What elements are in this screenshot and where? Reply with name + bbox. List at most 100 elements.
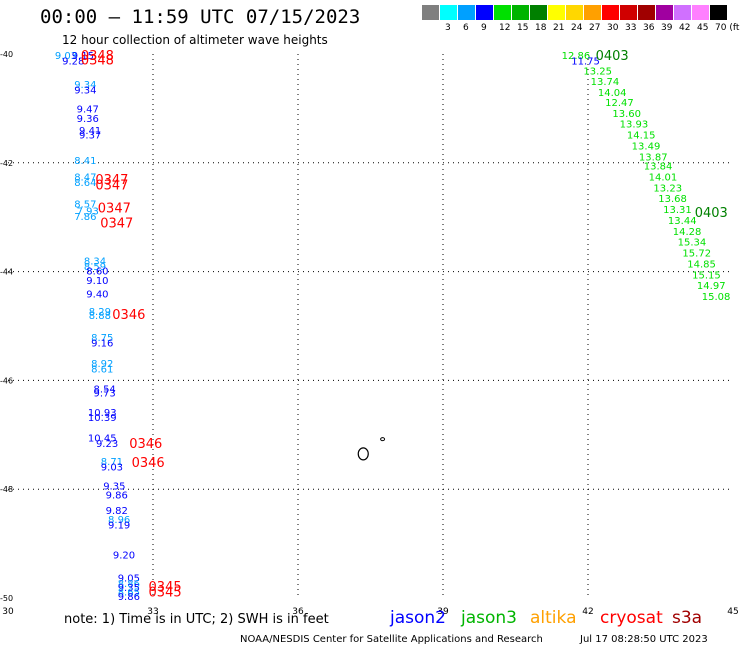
wave-height-point: 8.64: [74, 178, 96, 189]
wave-height-point: 9.73: [94, 388, 116, 399]
wave-height-point: 8.59: [84, 262, 106, 273]
pass-time-label: 0347: [95, 179, 128, 194]
wave-height-point: 9.28: [62, 57, 84, 68]
page-title: 00:00 – 11:59 UTC 07/15/2023: [40, 6, 361, 28]
wave-height-point: 11.75: [571, 57, 600, 68]
legend-swatch: [458, 5, 475, 20]
x-tick-label: 45: [727, 607, 738, 617]
wave-height-point: 8.60: [86, 267, 108, 278]
wave-height-point: 8.88: [89, 311, 111, 322]
legend-swatch: [512, 5, 529, 20]
legend-label: 15: [517, 23, 529, 33]
wave-height-point: 9.40: [86, 289, 108, 300]
legend-swatch: [566, 5, 583, 20]
legend-swatch: [476, 5, 493, 20]
island-outline: [380, 437, 386, 442]
wave-height-point: 9.37: [79, 131, 101, 142]
wave-height-point: 14.28: [673, 227, 702, 238]
wave-height-point: 9.34: [74, 80, 96, 91]
wave-height-point: 7.86: [74, 212, 96, 223]
legend-swatch: [620, 5, 637, 20]
wave-height-point: 13.84: [644, 162, 673, 173]
wave-height-point: 13.25: [583, 66, 612, 77]
wave-height-point: 7.93: [77, 207, 99, 218]
legend-swatch: [692, 5, 709, 20]
wave-height-point: 9.36: [77, 114, 99, 125]
legend-swatch: [548, 5, 565, 20]
legend-label: 21: [553, 23, 565, 33]
legend-swatch: [494, 5, 511, 20]
legend-label: 3: [445, 23, 451, 33]
pass-time-label: 0347: [100, 217, 133, 232]
pass-time-label: 0347: [98, 201, 131, 216]
island-outline: [357, 447, 369, 461]
wave-height-point: 13.93: [620, 120, 649, 131]
wave-height-point: 13.49: [632, 141, 661, 152]
wave-height-point: 8.57: [74, 200, 96, 211]
page-subtitle: 12 hour collection of altimeter wave hei…: [62, 33, 328, 47]
satellite-label-jason2: jason2: [390, 608, 446, 628]
wave-height-point: 14.15: [627, 131, 656, 142]
wave-height-point: 8.61: [91, 364, 113, 375]
legend-swatch: [638, 5, 655, 20]
legend-label: 33: [625, 23, 637, 33]
wave-height-point: 8.41: [74, 156, 96, 167]
wave-height-point: 9.20: [113, 550, 135, 561]
wave-height-point: 15.72: [682, 249, 711, 260]
wave-height-point: 9.10: [86, 276, 108, 287]
wave-height-point: 14.85: [687, 259, 716, 270]
wave-height-point: 14.97: [697, 281, 726, 292]
legend-label: 42: [679, 23, 691, 33]
wave-height-point: 8.96: [108, 515, 130, 526]
y-tick-label: -44: [0, 268, 13, 277]
legend-label: 12: [499, 23, 511, 33]
pass-time-label: 0345: [149, 580, 182, 595]
wave-height-point: 15.15: [692, 270, 721, 281]
y-tick-label: -42: [0, 159, 13, 168]
legend-label: 36: [643, 23, 655, 33]
legend-label: 24: [571, 23, 583, 33]
wave-height-point: 9.03: [55, 51, 77, 62]
wave-height-point: 10.39: [88, 413, 117, 424]
footer-timestamp: Jul 17 08:28:50 UTC 2023: [580, 634, 708, 645]
satellite-label-s3a: s3a: [672, 608, 703, 628]
legend-label: 45: [697, 23, 709, 33]
x-tick-label: 39: [437, 607, 449, 617]
legend-label: 9: [481, 23, 487, 33]
wave-height-point: 9.03: [101, 462, 123, 473]
legend-swatch: [674, 5, 691, 20]
wave-height-point: 8.71: [101, 457, 123, 468]
x-tick-label: 30: [2, 607, 14, 617]
y-tick-label: -48: [0, 485, 13, 494]
pass-time-label: 0403: [695, 206, 728, 221]
wave-height-point: 9.86: [106, 491, 128, 502]
pass-time-label: 0346: [132, 456, 165, 471]
wave-height-point: 8.65: [118, 587, 140, 598]
legend-label: 27: [589, 23, 601, 33]
x-tick-label: 42: [582, 607, 593, 617]
wave-height-point: 13.23: [653, 183, 682, 194]
legend-swatch: [656, 5, 673, 20]
legend-label: 39: [661, 23, 673, 33]
legend-label: 70 (ft): [715, 23, 740, 33]
pass-time-label: 0346: [112, 308, 145, 323]
y-tick-label: -40: [0, 50, 13, 59]
wave-height-point: 14.04: [598, 88, 627, 99]
legend-swatch: [602, 5, 619, 20]
y-tick-label: -50: [0, 594, 13, 603]
pass-time-label: 0348: [81, 53, 114, 68]
wave-height-point: 13.31: [663, 205, 692, 216]
wave-height-point: 12.47: [605, 98, 634, 109]
satellite-label-cryosat: cryosat: [600, 608, 663, 628]
legend-swatch: [440, 5, 457, 20]
wave-height-point: 8.54: [94, 385, 116, 396]
x-tick-label: 33: [147, 607, 158, 617]
wave-height-point: 9.05: [118, 573, 140, 584]
wave-height-point: 13.68: [658, 194, 687, 205]
wave-height-point: 9.19: [108, 521, 130, 532]
wave-height-point: 9.35: [103, 481, 125, 492]
wave-height-point: 10.45: [88, 434, 117, 445]
